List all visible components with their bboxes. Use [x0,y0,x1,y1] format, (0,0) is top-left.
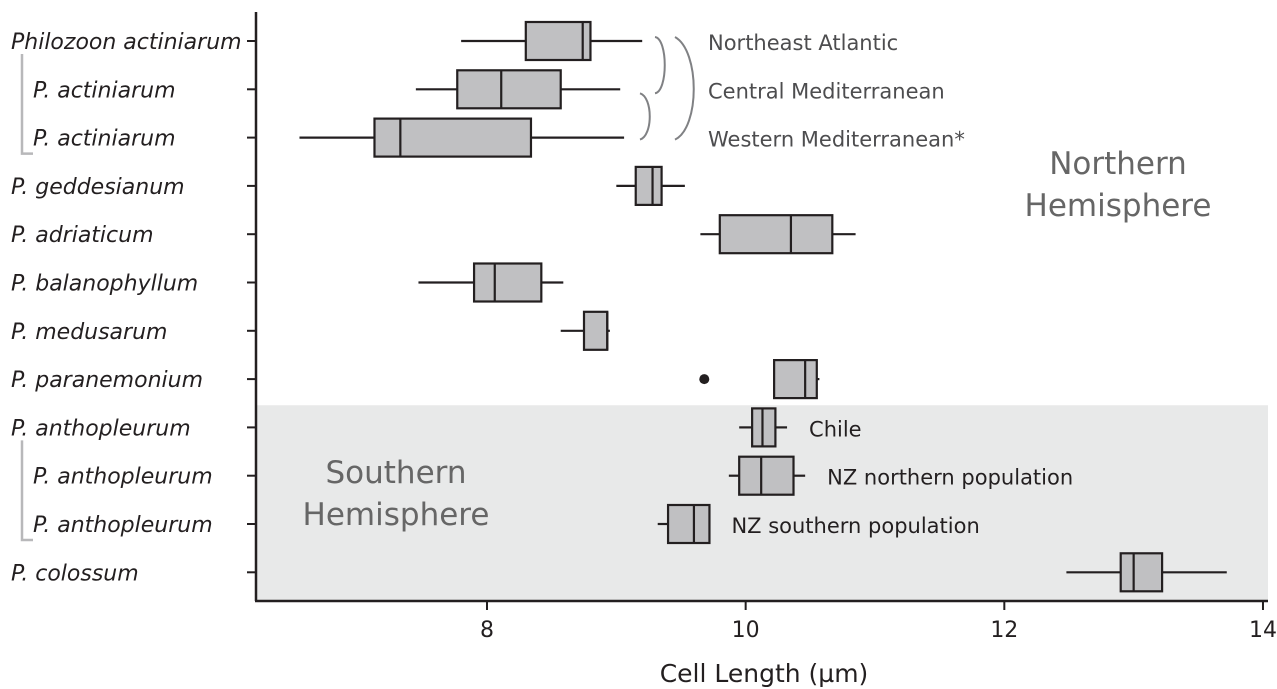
group-bars [20,54,33,542]
category-label: P. adriaticum [11,223,154,248]
label-layer: 8 10 12 14 Philozoon actiniarum P. actiniarum… [11,30,1277,643]
population-brackets [639,36,695,141]
box-6 [560,310,610,351]
category-label: P. paranemonium [11,368,203,393]
x-tick-label: 10 [732,618,760,643]
box-9 [728,455,806,496]
axes [247,12,1268,610]
box-0 [461,20,643,62]
x-tick-label: 14 [1249,618,1277,643]
box-iqr [666,503,711,545]
region-label-south: Southern [325,455,466,491]
box-7 [699,359,820,400]
box-iqr [718,214,834,255]
box-iqr [373,117,533,158]
region-label-south: Hemisphere [303,497,490,533]
box-iqr [751,407,777,448]
box-iqr [524,20,592,62]
category-label: P. anthopleurum [11,416,191,441]
box-iqr [738,455,795,496]
category-label: P. anthopleurum [33,513,213,538]
category-label: P. anthopleurum [33,465,213,490]
box-iqr [634,165,663,206]
species-group-bar [20,54,33,155]
category-label: P. geddesianum [11,175,185,200]
box-11 [1066,552,1227,593]
category-label: P. actiniarum [33,127,176,152]
box-5 [418,262,564,303]
category-label: P. medusarum [11,320,167,345]
bracket-ne-western [674,36,695,141]
region-label-north: Hemisphere [1025,188,1212,224]
box-1 [415,69,621,110]
category-label: P. actiniarum [33,78,176,103]
x-tick-label: 8 [480,618,494,643]
population-label: NZ southern population [731,514,979,538]
bracket-central-western [639,92,651,141]
population-label: Central Mediterranean [708,79,945,103]
box-3 [616,165,685,206]
box-10 [657,503,711,545]
bracket-ne-central [654,36,666,95]
region-label-north: Northern [1049,146,1187,182]
box-iqr [1119,552,1164,593]
category-label: P. colossum [11,561,139,586]
outlier-point [699,374,710,385]
x-tick-label: 12 [990,618,1018,643]
population-label: Western Mediterranean* [708,128,965,152]
box-iqr [773,359,818,400]
category-label: P. balanophyllum [11,272,198,297]
species-group-bar [20,440,33,542]
population-label: NZ northern population [827,466,1073,490]
population-label: Chile [809,417,862,441]
category-label: Philozoon actiniarum [11,30,242,55]
box-2 [299,117,625,158]
box-layer [299,20,1227,593]
box-4 [700,214,856,255]
box-iqr [456,69,562,110]
population-label: Northeast Atlantic [708,31,898,55]
box-iqr [472,262,543,303]
box-8 [739,407,788,448]
x-axis-title: Cell Length (µm) [660,659,869,688]
box-iqr [582,310,609,351]
